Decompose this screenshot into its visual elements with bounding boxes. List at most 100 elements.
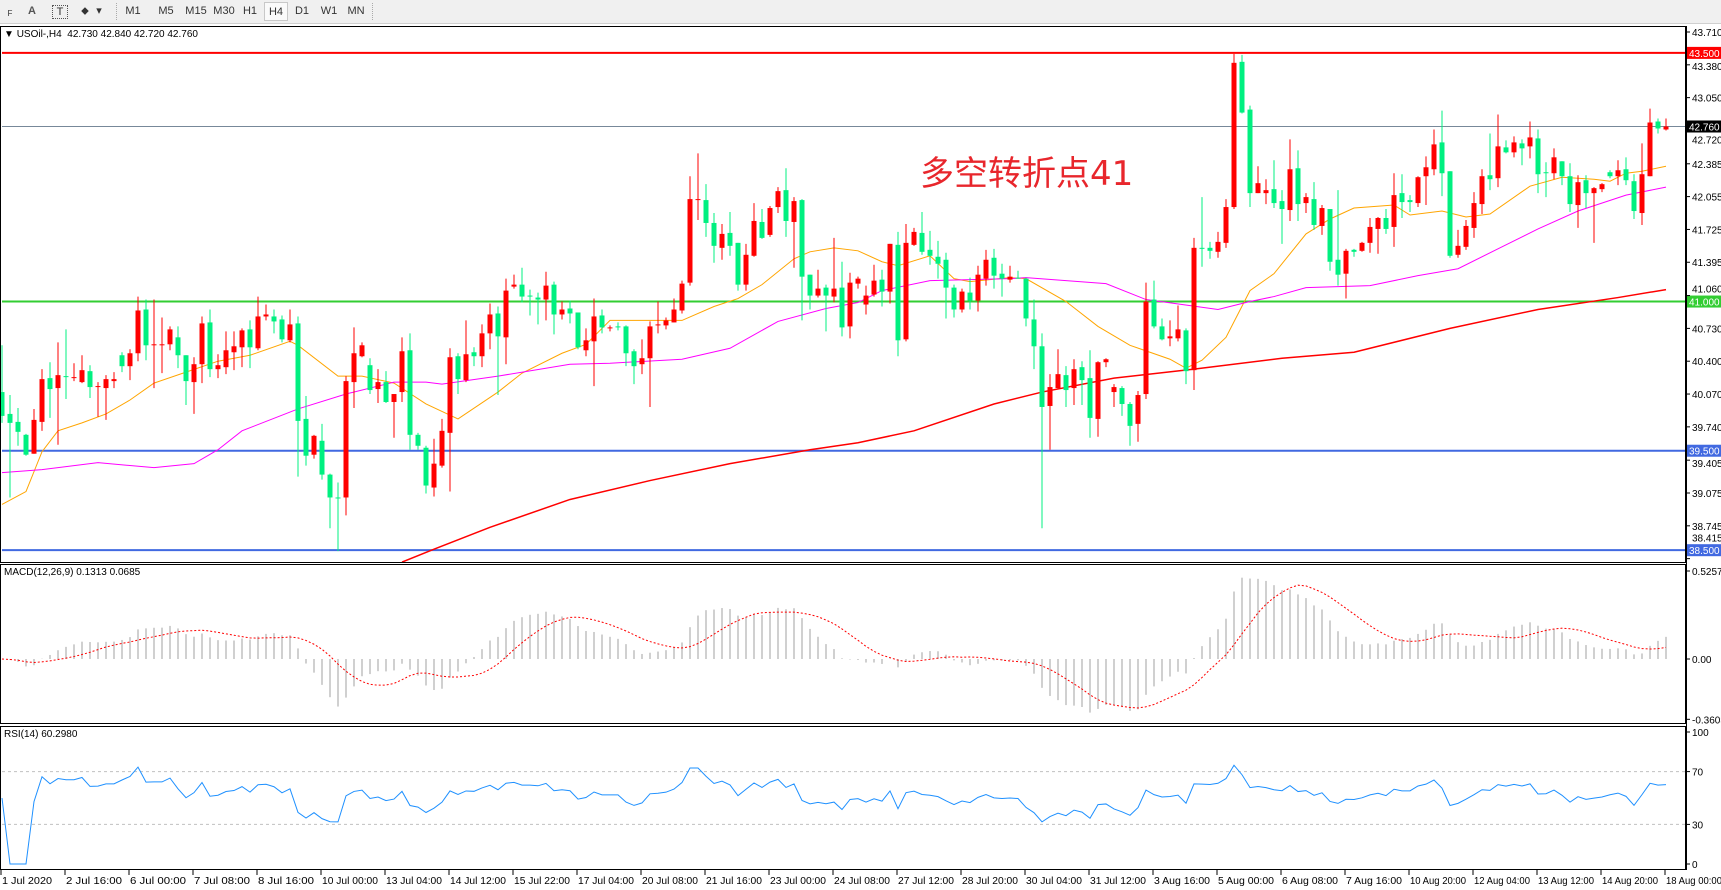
candle: [1471, 192, 1477, 238]
fibonacci-grid-icon[interactable]: F: [7, 9, 13, 18]
fast-ma-line: [1, 165, 1667, 505]
candle: [1343, 248, 1349, 299]
candle: [303, 396, 309, 466]
candle-body: [79, 370, 85, 383]
candle: [423, 445, 429, 494]
candle-body: [719, 233, 725, 248]
time-label: 8 Jul 16:00: [258, 876, 314, 887]
candle: [1087, 350, 1093, 438]
candle-body: [623, 326, 629, 354]
candle: [1623, 157, 1629, 186]
candle: [1135, 391, 1141, 442]
time-label: 7 Aug 16:00: [1346, 876, 1402, 887]
rsi-panel[interactable]: [0, 726, 1686, 870]
candle-body: [1431, 144, 1437, 170]
candle-body: [575, 312, 581, 348]
price-tick-label: 43.050: [1692, 94, 1721, 105]
candle: [815, 269, 821, 298]
price-tick-label: 39.740: [1692, 423, 1721, 434]
candle: [535, 292, 541, 325]
timeframe-m30-button[interactable]: M30: [213, 5, 235, 17]
candle: [511, 274, 517, 289]
candle-body: [1, 392, 5, 416]
candle: [1319, 205, 1325, 235]
timeframe-w1-button[interactable]: W1: [320, 5, 338, 17]
candle-body: [1207, 247, 1213, 251]
candle-body: [1447, 171, 1453, 256]
candle: [255, 296, 261, 351]
candle-body: [1567, 176, 1573, 205]
macd-panel[interactable]: [0, 564, 1686, 724]
candle: [103, 375, 109, 420]
candle-body: [199, 323, 205, 365]
time-label: 13 Aug 12:00: [1538, 876, 1594, 887]
timeframe-d1-button[interactable]: D1: [294, 5, 310, 17]
timeframe-h4-button[interactable]: H4: [264, 2, 288, 21]
candle: [151, 299, 157, 389]
candle-body: [1263, 190, 1269, 194]
timeframe-mn-button[interactable]: MN: [347, 5, 365, 17]
rsi-tick-label: 0: [1692, 860, 1698, 871]
time-label: 2 Jul 16:00: [66, 876, 122, 887]
candle-body: [375, 382, 381, 390]
candle-body: [255, 316, 261, 349]
candle-body: [975, 274, 981, 301]
candle-body: [1223, 207, 1229, 243]
candle-body: [1007, 276, 1013, 280]
timeframe-m5-button[interactable]: M5: [158, 5, 174, 17]
candle-body: [1183, 330, 1189, 372]
candle-body: [215, 365, 221, 370]
candle-body: [1023, 278, 1029, 319]
candle-body: [463, 354, 469, 381]
candle-body: [47, 378, 53, 390]
chart-annotation: 多空转折点41: [920, 154, 1134, 194]
candle: [1527, 121, 1533, 159]
candle-body: [1039, 346, 1045, 407]
rsi-tick-label: 70: [1692, 768, 1704, 779]
candle: [1295, 150, 1301, 221]
candle: [1023, 277, 1029, 327]
time-label: 6 Jul 00:00: [130, 876, 186, 887]
candle-body: [847, 282, 853, 327]
collapse-triangle-icon[interactable]: ▼: [4, 29, 17, 40]
timeframe-h1-button[interactable]: H1: [242, 5, 258, 17]
candle-body: [711, 222, 717, 246]
toolbar-separator: [372, 3, 375, 20]
candle-body: [279, 319, 285, 340]
timeframe-m1-button[interactable]: M1: [125, 5, 141, 17]
toolbar-separator: [116, 3, 119, 20]
candle-body: [303, 418, 309, 456]
candle-body: [599, 315, 605, 328]
candle: [1391, 173, 1397, 247]
candle-body: [135, 310, 141, 354]
candle-body: [143, 309, 149, 346]
candle-body: [1079, 367, 1085, 381]
candle: [735, 242, 741, 291]
text-icon[interactable]: A: [28, 5, 36, 17]
candle-body: [1247, 109, 1253, 194]
candle-body: [543, 285, 549, 300]
candle: [31, 408, 37, 454]
candle: [1335, 190, 1341, 286]
candle: [919, 212, 925, 255]
arrows-icon[interactable]: ⬥: [81, 5, 89, 17]
candle: [87, 365, 93, 399]
candle: [1175, 305, 1181, 342]
candle: [1279, 190, 1285, 244]
current-price-box: [1687, 120, 1721, 133]
candle: [319, 423, 325, 480]
candle: [1463, 219, 1469, 250]
macd-tick-label: -0.3603: [1692, 715, 1721, 726]
main-chart-panel[interactable]: [0, 26, 1686, 563]
candle: [551, 281, 557, 335]
candle: [687, 176, 693, 286]
dropdown-arrow-icon[interactable]: ▾: [96, 5, 102, 17]
text-label-icon[interactable]: T: [52, 5, 68, 19]
candle-body: [871, 280, 877, 295]
candle: [1327, 209, 1333, 271]
candle: [543, 271, 549, 321]
candle: [1367, 217, 1373, 253]
timeframe-m15-button[interactable]: M15: [185, 5, 207, 17]
time-label: 10 Jul 00:00: [322, 876, 378, 887]
candle-body: [87, 371, 93, 388]
